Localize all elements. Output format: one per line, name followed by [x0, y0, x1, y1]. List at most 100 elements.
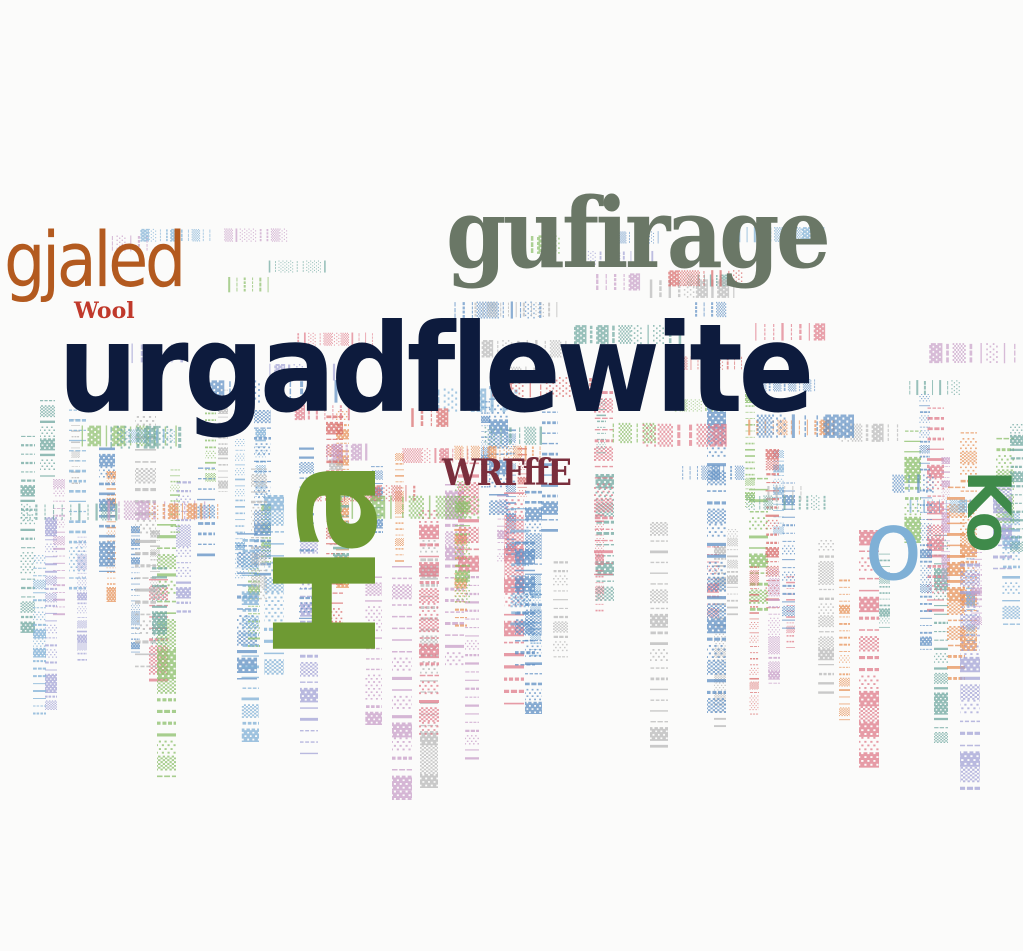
filler-streak: │▓┇░┆┊┆┃┇ — [265, 364, 347, 381]
word-wrfffe: WRFffE — [442, 452, 572, 494]
word-green-right: Ko — [953, 470, 1023, 549]
word-blue-o: o — [864, 490, 923, 602]
filler-streak: ░┋▓┊┃▓┆│┇┆▒▓┃░░│┇┆┋▓ — [335, 410, 349, 588]
filler-streak: ▒▒▓░▒┊┃┃▒┋┆┇ — [530, 574, 541, 660]
filler-streak: ▓┊┃▒┋┊│┊░▒┇ — [149, 530, 160, 602]
filler-streak: ┊┇┇┋│┃▓░┊▓│▒▓┃┋┋░│┃ — [926, 403, 944, 616]
filler-streak: ┆▒│┇░░┊┋▒┆▒░ — [250, 463, 268, 601]
filler-streak: ┇▓┋░│┆│░┋┃┊ — [328, 451, 343, 550]
filler-streak: ▓░▒┇┇┆┊▓┊▒ — [595, 473, 614, 601]
filler-streak: ░┋┊┆┊┊┃┊┃▒┃ — [20, 505, 121, 522]
filler-streak: ┇▒┃░▒┊░▓┃▒░┊┇┆▓▒┇ — [959, 558, 980, 795]
filler-streak: ┃┊░░┊┊░░┃ — [266, 262, 328, 274]
filler-streak: ┇▓│▓░┇▒┆┋┊ — [515, 536, 536, 671]
word-wool: Wool — [74, 298, 135, 324]
filler-streak: ┇┇▓░ — [517, 234, 562, 254]
filler-streak: ▒│▓┆░▓┋││┆┊▒ — [773, 450, 784, 535]
filler-streak: ┇▓┆▒┇┋┆││┆┆▒│┊┇┃┃┆│░▒│ — [326, 411, 343, 644]
filler-streak: ┊┋┊┆┇┃│┃┋▓┆┃ — [541, 406, 559, 536]
filler-streak: ┋│┋┆┊░░┋▓┇░░▒┇┇┇│┊┇▓┊ — [919, 487, 932, 654]
filler-streak: ┇┃┃░┃▓▓░ — [152, 564, 168, 646]
filler-streak: ┇┆░▓▒┊▓░│▒ — [489, 381, 508, 515]
filler-streak: ░▒┋▓┊┊ — [838, 424, 903, 443]
filler-streak: │┊▒┊┆┆│┆░┃│░┃▓░┋┆▓▓ — [392, 561, 412, 800]
filler-streak: ░┆┇┆▒┃ — [484, 427, 546, 446]
filler-streak: ┋┆┋▒ — [692, 302, 727, 318]
filler-streak: ┋││▓│┆▒│▒▒░ — [334, 496, 481, 520]
filler-streak: ▓┆░┇┋▒┇│┃┊┃ — [571, 250, 656, 265]
word-urgadflewite: urgadflewite — [58, 298, 814, 440]
filler-streak: ▒┃┋░┆▓┇┇│┇▒┆▓│┃┊┊│ — [299, 538, 319, 759]
filler-streak: ┆│┃┊░┃│▓┊┇▒┇ — [749, 472, 768, 615]
filler-streak: ▓▓│░│┃┃▒┇▒┋││░┊┇░┇│▓▓┋▒ — [45, 516, 58, 710]
filler-streak: ▓▒▒┊┃┃┆░ — [668, 270, 744, 287]
filler-streak: ▒┊┃┊│┆▒┊▓┇┃░┊┋│┊│┆▓┃ — [650, 521, 669, 752]
filler-streak: ░▒▒┋┃┃░ — [119, 428, 177, 443]
filler-streak: ┇▓░│┆░░░┋ — [488, 377, 596, 398]
filler-streak: ▓┆┃┊▓░░│┃▓▓▓┋│┇│▓▓▒▒┃┆ — [940, 456, 950, 593]
filler-streak: ││┃│┊┋┊│▒┋┃ — [510, 503, 529, 631]
filler-streak: ┇┋░┊┋▒▒░┊░┃▓┋┇ — [175, 477, 191, 616]
filler-streak: ┇▒┆┆┋▒┆┆░▒┇┊┆┃┊│ — [593, 387, 613, 581]
filler-streak: ┊┃▒▒┃▒┆▓ — [457, 457, 479, 572]
filler-streak: ┃┃▒┆┊│┆┇┊┊┊┇┇▓┇┊┇░│┃ — [299, 444, 315, 633]
filler-streak: ┇┆┊┆▓┊┇┊┇┇┆░┊┋▒┃││▒│ — [838, 576, 851, 724]
filler-streak: ┋▓┊░┋│┃┊▒┆┆ — [472, 339, 580, 358]
filler-streak: ░┆▒┊┃│┋┋░┋ — [746, 495, 829, 511]
filler-streak: ▒▒░┃▓┆┊┊ — [402, 448, 472, 464]
filler-streak: ░│┇░┊░┇▒┋│┇ — [919, 394, 930, 474]
filler-streak: │░▒▒▓▒▓░│▓┊┃┃┋┇│ — [503, 486, 524, 710]
filler-streak: ┋┃┊│┃┆┋┃┊▒┋┋│ — [785, 574, 796, 651]
filler-streak: ┇▒▓┃▓┊┇┆ — [992, 472, 1013, 575]
filler-streak: │▓│▓┆▒┆┆│ — [76, 426, 182, 447]
filler-streak: ▓│▓┇┃▓┆┊┋│┋┊│░▒▒┇┆┋▓│ — [130, 525, 140, 655]
filler-streak: ▒░┊┆┋░│▒┃┊│┆│┇┊┃┊┃ — [52, 479, 65, 619]
filler-streak: ▓▒┇┆│┇┋┃░┋┋▓┊▒┆░┃┆ — [765, 448, 780, 612]
filler-streak: ┋┆▒┆┊│┇┆░┇│ — [471, 302, 561, 318]
filler-streak: ░▒▒┃┋┆░░▒▒┇▒▓┆ — [768, 568, 780, 687]
filler-streak: ┊░▒░┇┊┆░░▒▓┋░░▓┆┆▒▓ — [960, 428, 977, 652]
filler-streak: ┃░┊┆│▓┊┆░ — [497, 492, 510, 563]
filler-streak: │░┊│▓▓░││┋┊┆┃░┃▒┃▓▓┃┆▒ — [933, 530, 949, 743]
filler-streak: ▓░┊┋▓┇┆▒┊┆ — [140, 228, 213, 242]
filler-streak: ░▒┇┇▒▓ — [642, 424, 727, 448]
filler-streak: ▓┋│▒┃┇▓┋┃┋ — [261, 503, 271, 565]
filler-streak: ▓▓▒░┃▒┊┇▒░┃┃░▒┃▒▓┇░▒┃┋▒ — [706, 399, 727, 714]
word-gjaled: gjaled — [4, 215, 186, 304]
filler-streak: ┆┃┇│┃┆░ — [905, 379, 962, 395]
filler-streak: ░┆░│░┃│░┇┃┇│┋┇┆▓│░┊░ — [234, 439, 246, 580]
filler-streak: ▒┃▓░┋┃░│▒┆ — [1002, 511, 1020, 630]
filler-streak: ▓┋┃┋▓┇┆┇┇┃┃░░▒░┊▒░▒┇┆┃┃ — [714, 545, 727, 730]
filler-streak: ┇┇┋▓┊┆┇░▒▓┃┇┆┇┋ — [480, 398, 491, 490]
filler-streak: ┃┋│┊▒┆┆│┋▓┋ — [745, 421, 838, 437]
filler-streak: ┊│▓││┋┊┆░│┆░┇┇│▒││ — [781, 479, 796, 633]
filler-streak: ┆▓┋▓┃ — [322, 445, 371, 462]
filler-streak: ▒┆┋░┆┊┆░┆▒▓┇▒┇┃ — [254, 409, 272, 579]
filler-streak: ┋┋┋┇┋┇░┃┊▒ — [204, 409, 217, 482]
filler-streak: ┋┊┊│┊┃▓▓│┊┆▒┇│ — [965, 555, 976, 644]
filler-streak: ┇┃┊┆┆ — [764, 485, 806, 502]
filler-streak: ┊▒┃░▓┃░│ — [39, 396, 56, 482]
filler-streak: ┇▒│┊│┃░┇┆┊ — [671, 356, 746, 371]
filler-streak: ┃┃░┆░░▓│┇┋┊▒░┊┋ — [594, 512, 605, 614]
filler-streak: ┋┃▒░░┇┃░ — [666, 399, 724, 412]
filler-streak: ▒┇│┃┆┊▒▒▒│┋┇┊▒┋┆┃ — [394, 452, 405, 564]
filler-streak: ░┇▒▒┊┇░▒┆▒▓│┋┃┃ — [818, 540, 834, 698]
filler-streak: ┊▒┊▒ — [608, 423, 656, 444]
filler-streak: ┇┇▓░▒▒┊│┆┊┇▒▒┊░┃┊┇░▓ — [525, 486, 542, 715]
filler-streak: │┃┆▒┃░┆│▒▒▓▓▒┋┇┋┃░▒┆ — [157, 519, 177, 783]
filler-streak: ▓┋▓┇▒░│░┇┃ — [573, 324, 685, 344]
filler-streak: ▒░┃┊┊▓▓ — [756, 415, 854, 439]
filler-streak: ▓┃│░┇▒░▒░┆ — [255, 428, 266, 505]
filler-streak: ░┇▓┋┆┋┇┋▒┇░│┆│┊┆▓▒▒▓ — [419, 540, 439, 789]
filler-streak: ▓┇┇┊┊┋┃ — [294, 406, 353, 422]
filler-streak: ░▒┊┃▒┇▓│┊┇┃┃ — [726, 528, 738, 618]
filler-streak: ┊░┊▒▒┊░░▓┋░┆▒┃▓▒┋┇ — [76, 533, 88, 663]
filler-streak: ▒▓┋┆┆┇┆┆┋┃┃┋┇┋▒┆▓░ — [744, 387, 756, 509]
filler-streak: ┆┃▒│┃│┃▓┃▓▒┊▒┆┋┃┋ — [947, 482, 966, 685]
filler-streak: ┋│┃┆▒┋┃▓┃ — [333, 482, 350, 576]
filler-streak: ▒│▒┆▓┊░▒┃┋┆ — [454, 445, 544, 460]
filler-streak: ││┃┋┃│▒┋┆┃┋┇ — [71, 417, 81, 487]
filler-streak: ┆││▓│┇░┇┋▓┃┇││▓┊ — [217, 386, 229, 495]
filler-streak: ▓┆░┆│▓┋┆▒┇┇░▓▒▓░▓ — [858, 530, 879, 768]
